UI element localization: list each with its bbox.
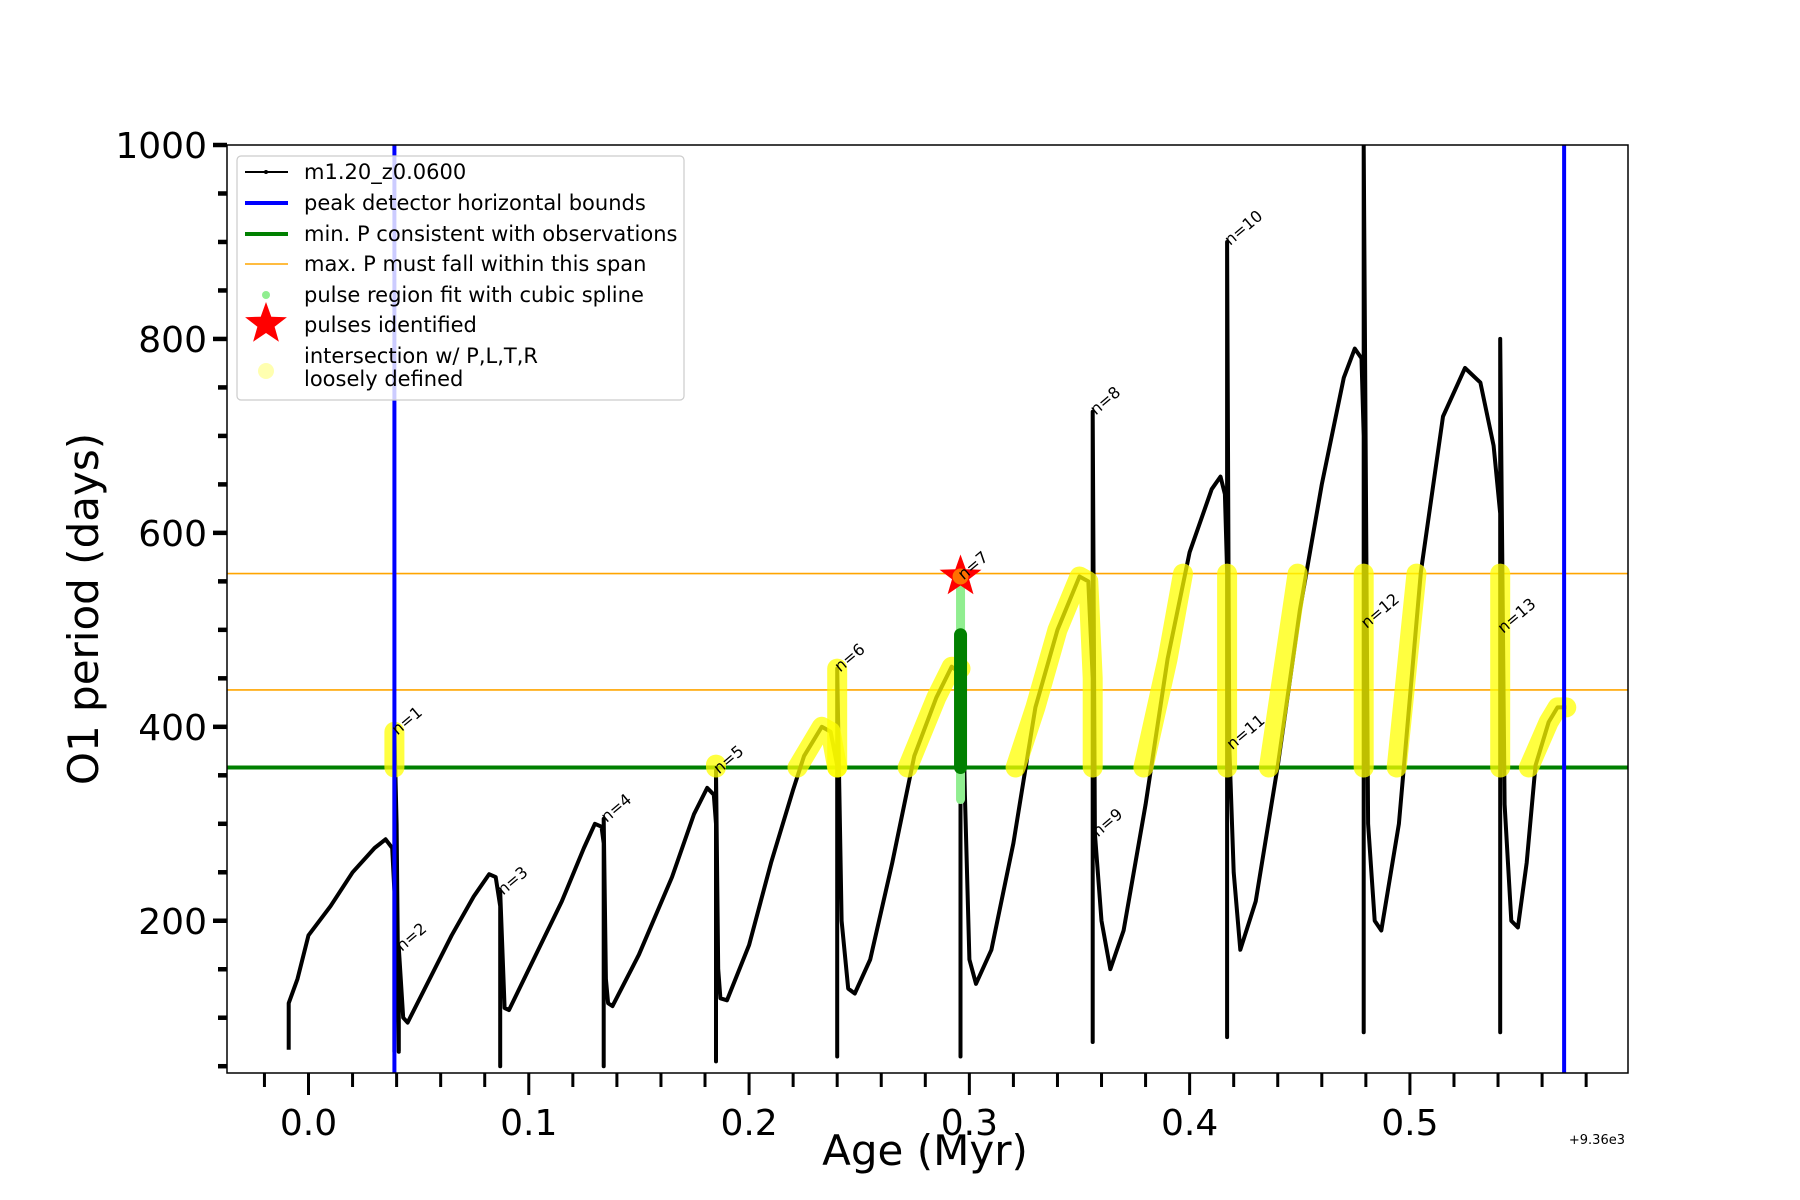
x-tick-label: 0.2 xyxy=(720,1103,777,1144)
legend-label: max. P must fall within this span xyxy=(304,252,646,276)
y-tick-label: 200 xyxy=(138,902,207,943)
intersection-region xyxy=(1133,563,1193,778)
plot-content xyxy=(227,145,1628,1073)
y-tick-label: 1000 xyxy=(115,126,207,167)
legend-box xyxy=(236,155,685,401)
axes: 200 400 600 800 1000 0.0 0.1 0.2 0.3 0.4 0.5 xyxy=(115,126,1629,1144)
legend-label: pulse region fit with cubic spline xyxy=(304,283,644,307)
legend-label: pulses identified xyxy=(304,313,477,337)
legend-label: loosely defined xyxy=(304,367,463,391)
axes-frame xyxy=(226,144,1629,1074)
x-offset-label: +9.36e3 xyxy=(1569,1133,1625,1148)
legend-star-icon xyxy=(245,302,287,342)
legend-circle-icon xyxy=(258,363,274,379)
x-tick-label: 0.1 xyxy=(500,1103,557,1144)
legend-label: min. P consistent with observations xyxy=(304,222,677,246)
intersection-region xyxy=(1518,697,1577,778)
legend-label: m1.20_z0.0600 xyxy=(304,160,466,185)
pulse-identified-marker xyxy=(952,568,969,585)
intersection-region xyxy=(1386,563,1427,778)
x-axis-label: Age (Myr) xyxy=(822,1126,1028,1175)
x-tick-label: 0.4 xyxy=(1161,1103,1218,1144)
x-tick-label: 0.5 xyxy=(1381,1103,1438,1144)
y-axis-label: O1 period (days) xyxy=(59,433,108,785)
x-tick-label: 0.0 xyxy=(280,1103,337,1144)
x-tick-label: 0.3 xyxy=(941,1103,998,1144)
legend-label: intersection w/ P,L,T,R xyxy=(304,344,538,368)
intersection-region xyxy=(1258,563,1308,778)
legend-label: peak detector horizontal bounds xyxy=(304,191,646,215)
pulse-annotation: n=10 xyxy=(1220,206,1266,249)
intersection-region xyxy=(1005,566,1103,778)
y-tick-label: 400 xyxy=(138,708,207,749)
intersection-region xyxy=(897,656,971,778)
legend-marker-icon xyxy=(264,170,268,174)
y-tick-label: 800 xyxy=(138,320,207,361)
legend-dot-icon xyxy=(262,291,270,299)
y-tick-label: 600 xyxy=(138,514,207,555)
